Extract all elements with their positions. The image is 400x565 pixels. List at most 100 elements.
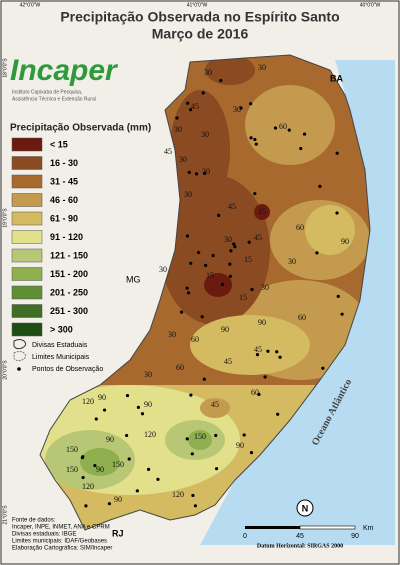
scale-unit: Km — [363, 525, 374, 532]
contour-label: 30 — [179, 155, 187, 164]
observation-point — [232, 242, 236, 246]
contour-label: 45 — [191, 102, 199, 111]
observation-point — [242, 433, 246, 437]
observation-point — [185, 234, 190, 238]
observation-point — [249, 102, 253, 106]
source: Incaper, INPE, INMET, ANA e CPRM — [12, 525, 110, 531]
observation-point — [200, 315, 204, 319]
contour-label: 150 — [66, 445, 78, 454]
observation-point — [273, 126, 278, 130]
observation-point — [336, 294, 340, 298]
observation-point — [254, 142, 258, 146]
observation-point — [191, 493, 195, 498]
north-label: N — [302, 503, 309, 513]
lat-label: 20°0'0"S — [2, 360, 8, 380]
observation-point — [102, 408, 107, 412]
contour-label: 90 — [341, 237, 349, 246]
observation-point — [125, 393, 130, 398]
contour-label: 150 — [66, 465, 78, 474]
contour-label: 30 — [202, 167, 210, 176]
title: Precipitação Observada no Espírito Santo — [60, 9, 339, 25]
lat-label: 18°0'0"S — [2, 58, 8, 78]
observation-point — [211, 253, 215, 258]
observation-point — [266, 349, 270, 353]
observation-point — [185, 437, 189, 441]
observation-point — [249, 136, 253, 140]
legend-label: 91 - 120 — [50, 232, 83, 242]
contour-label: 30 — [201, 130, 209, 139]
contour-label: 60 — [251, 388, 259, 397]
legend-label: > 300 — [50, 324, 73, 334]
observation-point — [217, 213, 221, 217]
observation-point — [287, 128, 291, 132]
contour-label: 30 — [288, 257, 296, 266]
north-arrow — [296, 499, 314, 517]
observation-point — [263, 375, 267, 379]
legend-swatch — [11, 248, 43, 263]
observation-point — [253, 137, 257, 142]
contour-label: 60 — [191, 335, 199, 344]
state-label: MG — [126, 274, 141, 284]
observation-point — [94, 417, 98, 421]
contour-label: 90 — [236, 441, 244, 450]
symbol-label: Divisas Estaduais — [32, 342, 88, 349]
logo-line: Instituto Capixaba de Pesquisa, — [12, 89, 82, 95]
contour-label: 60 — [298, 313, 306, 322]
observation-point — [179, 310, 184, 314]
contour-label: 15 — [239, 293, 247, 302]
observation-point — [186, 101, 190, 105]
legend-swatch — [11, 156, 43, 170]
contour-label: 90 — [144, 400, 152, 409]
state-border — [39, 54, 371, 531]
scale-bar — [299, 525, 356, 530]
observation-point — [276, 412, 280, 416]
logo: Incaper — [10, 54, 119, 87]
legend-label: 251 - 300 — [50, 306, 88, 316]
contour-label: 30 — [168, 330, 176, 339]
observation-point — [255, 353, 260, 357]
observation-point — [186, 291, 191, 295]
observation-point — [197, 250, 201, 255]
contour-label: 30 — [258, 63, 266, 72]
legend-swatch — [11, 285, 43, 300]
contour-label: 150 — [194, 432, 206, 441]
contour-label: 90 — [221, 325, 229, 334]
observation-point — [220, 282, 225, 286]
observation-point — [257, 392, 261, 396]
observation-point — [189, 393, 193, 397]
lon-label: 42°0'0"W — [20, 2, 41, 8]
contour-label: 150 — [112, 460, 124, 469]
observation-point — [253, 191, 257, 196]
observation-point — [214, 467, 219, 471]
observation-point — [127, 457, 131, 461]
contour-label: 120 — [82, 397, 94, 406]
contour-label: 15 — [206, 271, 214, 280]
observation-point — [136, 405, 141, 409]
observation-point — [335, 211, 339, 215]
observation-point — [84, 504, 88, 508]
contour-label: 90 — [258, 318, 266, 327]
contour-label: 30 — [144, 370, 152, 379]
contour-label: 45 — [228, 202, 236, 211]
contour-label: 60 — [279, 122, 287, 131]
scale-tick: 90 — [351, 533, 359, 540]
contour-label: 60 — [296, 223, 304, 232]
legend-swatch — [11, 193, 43, 207]
observation-point — [107, 502, 112, 506]
contour-label: 30 — [159, 265, 167, 274]
subtitle: Março de 2016 — [152, 26, 249, 42]
scale-tick: 0 — [243, 533, 247, 540]
contour-label: 45 — [254, 345, 262, 354]
legend-swatch — [11, 322, 43, 337]
observation-point — [250, 287, 254, 292]
precip-fill — [40, 55, 370, 530]
contour-label: 45 — [211, 400, 219, 409]
contour-label: 90 — [106, 435, 114, 444]
observation-point — [175, 116, 179, 120]
observation-point — [135, 489, 139, 493]
observation-point — [228, 274, 232, 278]
observation-point — [189, 261, 193, 265]
lat-label: 21°0'0"S — [2, 505, 8, 525]
